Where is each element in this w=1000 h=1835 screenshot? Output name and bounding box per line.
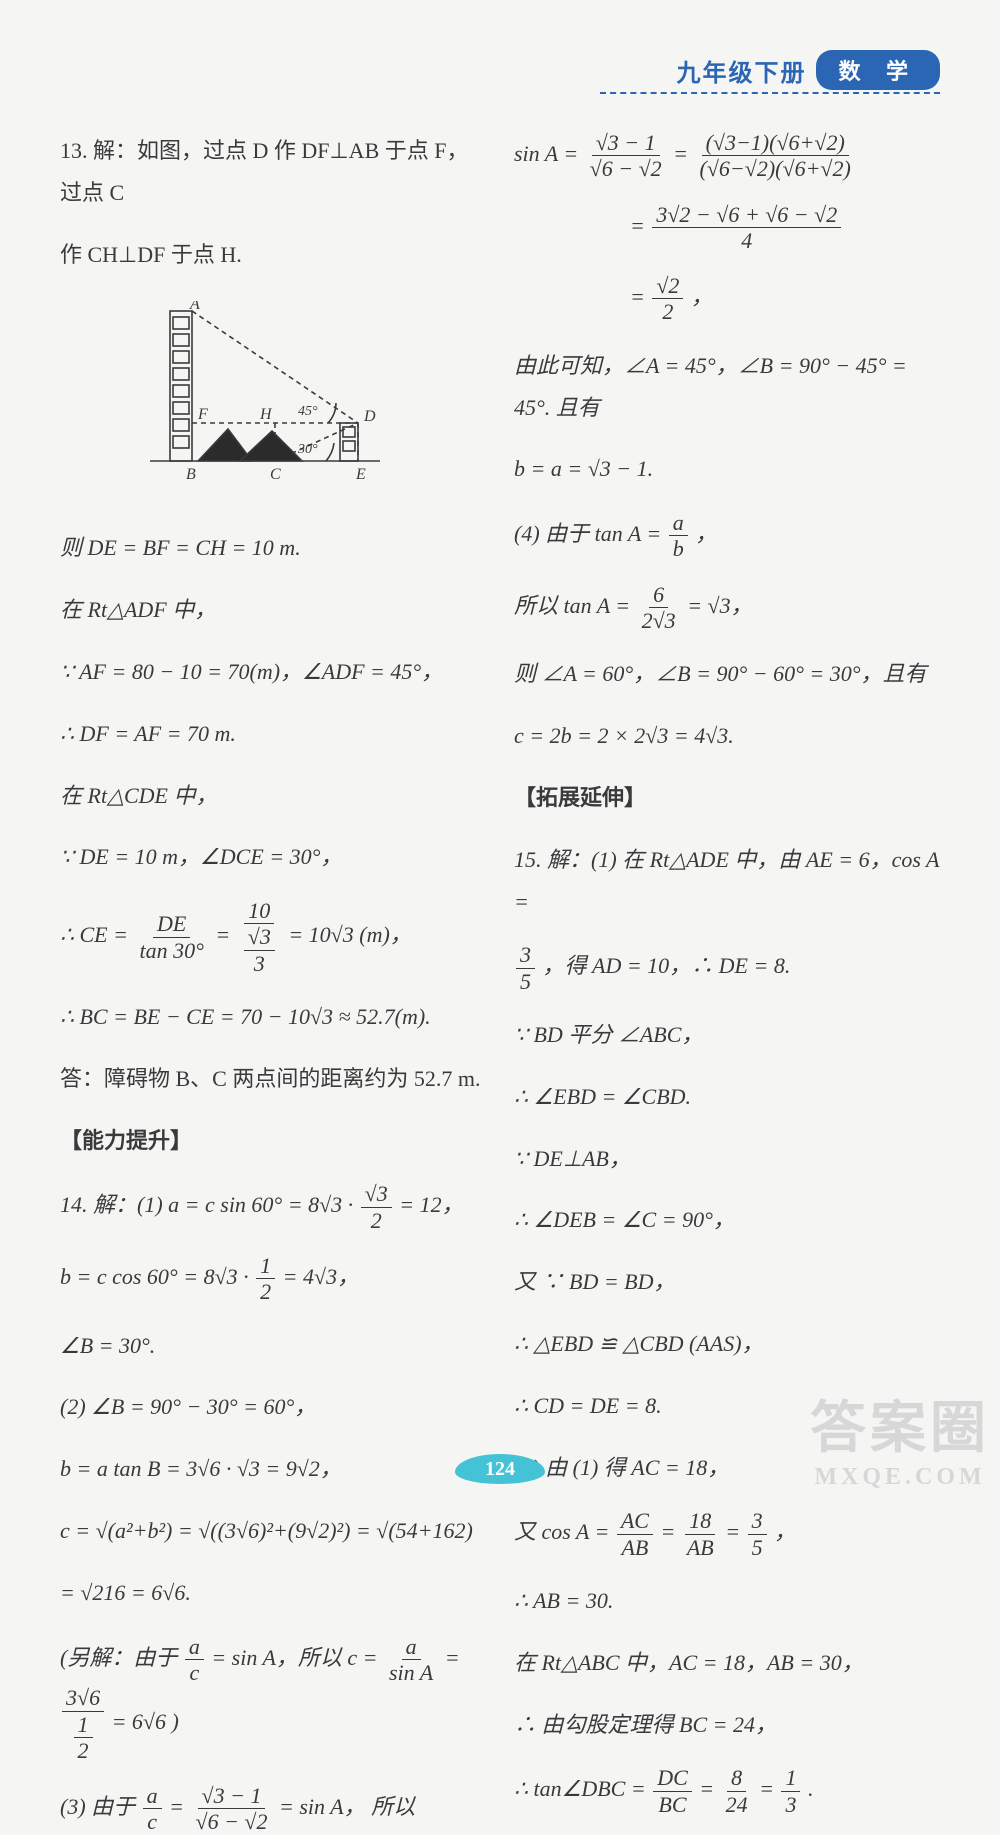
l-rt-cde: 在 Rt△CDE 中，: [60, 775, 486, 817]
watermark: 答案圈 MXQE.COM: [810, 1383, 990, 1491]
p14-3: (3) 由于 ac = √3 − 1√6 − √2 = sin A， 所以: [60, 1783, 486, 1835]
l-de-bf: 则 DE = BF = CH = 10 m.: [60, 527, 486, 569]
p14-2e: (另解：由于 ac = sin A，所以 c = asin A = 3√6 12…: [60, 1634, 486, 1763]
grade-label: 九年级下册: [676, 53, 806, 88]
r2: b = a = √3 − 1.: [514, 448, 940, 490]
l-answer-13: 答：障碍物 B、C 两点间的距离约为 52.7 m.: [60, 1058, 486, 1100]
l-df: ∴ DF = AF = 70 m.: [60, 713, 486, 755]
p14-2a: (2) ∠B = 90° − 30° = 60°，: [60, 1386, 486, 1428]
p15b: 35 ，得 AD = 10，∴ DE = 8.: [514, 942, 940, 994]
subject-pill: 数 学: [816, 50, 940, 90]
left-column: 13. 解：如图，过点 D 作 DF⊥AB 于点 F，过点 C 作 CH⊥DF …: [60, 130, 486, 1835]
l-af: ∵ AF = 80 − 10 = 70(m)，∠ADF = 45°，: [60, 651, 486, 693]
p14-2b: b = a tan B = 3√6 · √3 = 9√2，: [60, 1448, 486, 1490]
fig-label-B: B: [186, 466, 196, 483]
r6: c = 2b = 2 × 2√3 = 4√3.: [514, 715, 940, 757]
section-ability: 【能力提升】: [60, 1120, 486, 1162]
right-column: sin A = √3 − 1√6 − √2 = (√3−1)(√6+√2)(√6…: [514, 130, 940, 1835]
header-underline: [600, 92, 940, 94]
r-sinA-1: sin A = √3 − 1√6 − √2 = (√3−1)(√6+√2)(√6…: [514, 130, 940, 182]
problem-13b: 作 CH⊥DF 于点 H.: [60, 234, 486, 276]
p14-1c: ∠B = 30°.: [60, 1325, 486, 1367]
p14-2d: = √216 = 6√6.: [60, 1572, 486, 1614]
r8: ∴ ∠EBD = ∠CBD.: [514, 1076, 940, 1118]
r9: ∵ DE⊥AB，: [514, 1138, 940, 1180]
r-sinA-2: = 3√2 − √6 + √6 − √24: [550, 202, 940, 254]
fig-label-F: F: [197, 406, 208, 423]
r-sinA-3: = √22 ，: [550, 273, 940, 325]
watermark-line1: 答案圈: [810, 1383, 990, 1464]
ce-frac1: DE tan 30°: [135, 911, 207, 963]
fig-label-C: C: [270, 466, 281, 483]
r15: 又 cos A = ACAB = 18AB = 35 ，: [514, 1508, 940, 1560]
content-columns: 13. 解：如图，过点 D 作 DF⊥AB 于点 F，过点 C 作 CH⊥DF …: [60, 130, 940, 1835]
page-number-bubble: 124: [455, 1454, 545, 1484]
l-rt-adf: 在 Rt△ADF 中，: [60, 589, 486, 631]
section-extension: 【拓展延伸】: [514, 777, 940, 819]
p15a: 15. 解：(1) 在 Rt△ADE 中，由 AE = 6，cos A =: [514, 839, 940, 923]
watermark-line2: MXQE.COM: [810, 1464, 990, 1491]
l-ce: ∴ CE = DE tan 30° = 10 √3 3 = 10√3 (m)，: [60, 898, 486, 976]
fig-label-A: A: [189, 301, 200, 313]
r10: ∴ ∠DEB = ∠C = 90°，: [514, 1199, 940, 1241]
r7: ∵ BD 平分 ∠ABC，: [514, 1014, 940, 1056]
r18: ∴ 由勾股定理得 BC = 24，: [514, 1704, 940, 1746]
r11: 又 ∵ BD = BD，: [514, 1261, 940, 1303]
ce-suffix: = 10√3 (m)，: [288, 922, 411, 947]
fig-label-E: E: [355, 466, 366, 483]
ce-frac2: 10 √3 3: [238, 898, 281, 976]
page-header: 九年级下册 数 学: [676, 50, 940, 90]
l-de: ∵ DE = 10 m，∠DCE = 30°，: [60, 836, 486, 878]
fig-label-H: H: [259, 406, 273, 423]
geometry-figure: A B C E D F H 45° 30°: [120, 301, 400, 501]
r19: ∴ tan∠DBC = DCBC = 824 = 13 .: [514, 1765, 940, 1817]
p14-2c: c = √(a²+b²) = √((3√6)²+(9√2)²) = √(54+1…: [60, 1510, 486, 1552]
r5: 则 ∠A = 60°，∠B = 90° − 60° = 30°，且有: [514, 653, 940, 695]
r4: 所以 tan A = 62√3 = √3，: [514, 582, 940, 634]
problem-13a: 13. 解：如图，过点 D 作 DF⊥AB 于点 F，过点 C: [60, 130, 486, 214]
r16: ∴ AB = 30.: [514, 1580, 940, 1622]
r3: (4) 由于 tan A = ab ，: [514, 510, 940, 562]
fig-angle-30: 30°: [297, 442, 318, 457]
ce-prefix: ∴ CE =: [60, 922, 128, 947]
r12: ∴ △EBD ≌ △CBD (AAS)，: [514, 1323, 940, 1365]
p14-1a: 14. 解：(1) a = c sin 60° = 8√3 · √32 = 12…: [60, 1181, 486, 1233]
r1: 由此可知，∠A = 45°，∠B = 90° − 45° = 45°. 且有: [514, 345, 940, 429]
fig-label-D: D: [363, 408, 376, 425]
l-bc: ∴ BC = BE − CE = 70 − 10√3 ≈ 52.7(m).: [60, 996, 486, 1038]
fig-angle-45: 45°: [298, 404, 318, 419]
p14-1b: b = c cos 60° = 8√3 · 12 = 4√3，: [60, 1253, 486, 1305]
r17: 在 Rt△ABC 中，AC = 18，AB = 30，: [514, 1642, 940, 1684]
page-number: 124: [455, 1455, 545, 1481]
